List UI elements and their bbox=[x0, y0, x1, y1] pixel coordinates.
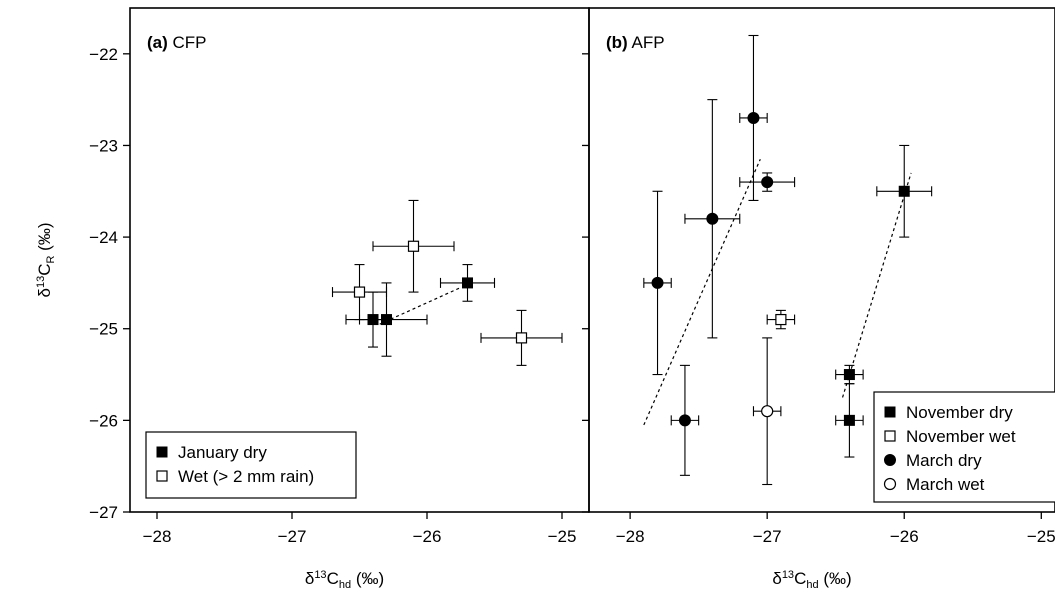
x-tick-label: −28 bbox=[143, 527, 172, 546]
data-point bbox=[382, 315, 392, 325]
panel-a: −28 −27 −26 −25 −27 −26 −25 −24 −23 −22 (a) CFP δ13… bbox=[35, 8, 589, 591]
legend-label: November wet bbox=[906, 427, 1016, 446]
legend-marker bbox=[157, 447, 167, 457]
data-point bbox=[844, 370, 854, 380]
data-point bbox=[762, 406, 773, 417]
data-point bbox=[652, 277, 663, 288]
x-tick-label: −25 bbox=[548, 527, 577, 546]
legend-label: January dry bbox=[178, 443, 267, 462]
regression-line bbox=[644, 159, 761, 425]
legend-label: March wet bbox=[906, 475, 985, 494]
legend-box bbox=[146, 432, 356, 498]
legend-item: Wet (> 2 mm rain) bbox=[157, 467, 314, 486]
x-tick-label: −27 bbox=[278, 527, 307, 546]
x-tick-label: −27 bbox=[753, 527, 782, 546]
legend-label: November dry bbox=[906, 403, 1013, 422]
y-axis-label: δ13CR (‰) bbox=[35, 223, 57, 298]
data-point bbox=[517, 333, 527, 343]
regression-line bbox=[843, 173, 912, 398]
legend: January dry Wet (> 2 mm rain) bbox=[146, 432, 356, 498]
legend-marker bbox=[157, 471, 167, 481]
y-tick-label: −23 bbox=[89, 136, 118, 155]
x-axis-label: δ13Chd (‰) bbox=[772, 569, 851, 591]
data-point bbox=[409, 241, 419, 251]
y-tick-label: −27 bbox=[89, 503, 118, 522]
legend-marker bbox=[885, 407, 895, 417]
legend-label: Wet (> 2 mm rain) bbox=[178, 467, 314, 486]
panel-b-title: (b) AFP bbox=[606, 33, 665, 52]
legend-label: March dry bbox=[906, 451, 982, 470]
data-point bbox=[776, 315, 786, 325]
y-tick-label: −22 bbox=[89, 45, 118, 64]
x-tick-label: −25 bbox=[1027, 527, 1055, 546]
legend-marker bbox=[885, 455, 896, 466]
x-tick-label: −26 bbox=[413, 527, 442, 546]
data-point bbox=[899, 186, 909, 196]
x-tick-label: −26 bbox=[890, 527, 919, 546]
data-point bbox=[748, 112, 759, 123]
x-tick-label: −28 bbox=[616, 527, 645, 546]
data-point bbox=[707, 213, 718, 224]
y-tick-label: −24 bbox=[89, 228, 118, 247]
y-tick-label: −25 bbox=[89, 320, 118, 339]
legend-marker bbox=[885, 431, 895, 441]
legend: November dry November wet March dry March w… bbox=[874, 392, 1055, 502]
data-point bbox=[844, 415, 854, 425]
data-point bbox=[679, 415, 690, 426]
data-point bbox=[762, 177, 773, 188]
legend-marker bbox=[885, 479, 896, 490]
x-axis-label: δ13Chd (‰) bbox=[305, 569, 384, 591]
panel-a-title: (a) CFP bbox=[147, 33, 207, 52]
data-point bbox=[355, 287, 365, 297]
data-point bbox=[368, 315, 378, 325]
y-tick-label: −26 bbox=[89, 411, 118, 430]
panel-b: −28 −27 −26 −25 (b) AFP δ13Chd (‰) November dr… bbox=[582, 8, 1055, 591]
data-point bbox=[463, 278, 473, 288]
